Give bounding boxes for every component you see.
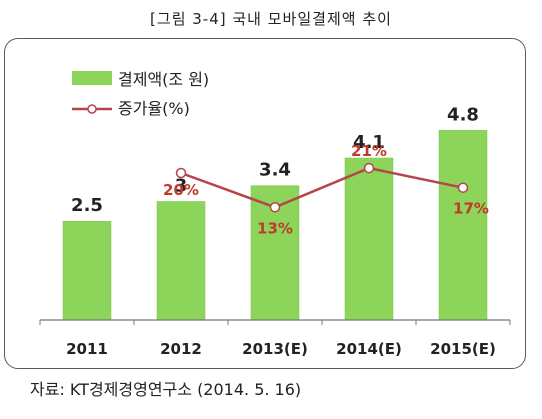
x-tick-label: 2014(E) — [336, 340, 402, 358]
source-note: 자료: KT경제경영연구소 (2014. 5. 16) — [30, 380, 302, 399]
bar-2014(E) — [344, 157, 394, 321]
chart-frame — [4, 38, 526, 369]
x-tick-label: 2013(E) — [242, 340, 308, 358]
legend-label-line: 증가율(%) — [118, 99, 190, 118]
growth-rate-line — [180, 166, 464, 209]
bar-value-label: 3.4 — [259, 160, 291, 181]
growth-rate-label: 17% — [453, 200, 489, 218]
legend-swatch-marker — [87, 104, 97, 114]
x-tick-label: 2012 — [160, 340, 202, 358]
growth-rate-label: 20% — [163, 181, 199, 199]
x-tick-label: 2015(E) — [430, 340, 496, 358]
legend-swatch-bar — [72, 71, 112, 85]
x-tick-label: 2011 — [66, 340, 108, 358]
bar-2011 — [62, 220, 112, 321]
growth-rate-point — [269, 202, 281, 213]
figure-caption: [그림 3-4] 국내 모바일결제액 추이 — [150, 10, 392, 28]
bar-value-label: 2.5 — [71, 195, 103, 216]
growth-rate-point — [457, 182, 469, 193]
growth-rate-point — [175, 167, 187, 179]
bar-2012 — [156, 201, 206, 321]
growth-rate-label: 21% — [351, 142, 387, 160]
growth-rate-point — [363, 162, 375, 174]
legend-label-bar: 결제액(조 원) — [118, 70, 209, 89]
bar-value-label: 4.8 — [447, 104, 479, 125]
growth-rate-label: 13% — [257, 219, 293, 237]
bar-value-label: 4.1 — [353, 132, 385, 153]
bar-2015(E) — [438, 130, 488, 321]
bar-value-label: 3 — [175, 175, 188, 196]
